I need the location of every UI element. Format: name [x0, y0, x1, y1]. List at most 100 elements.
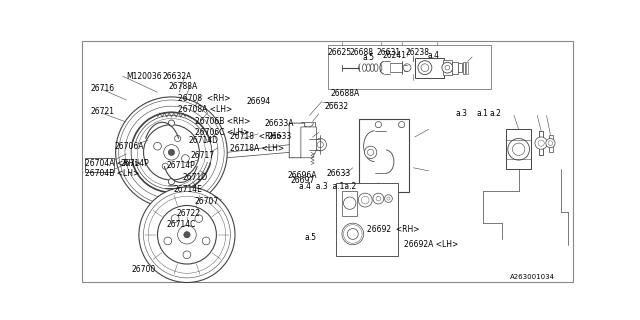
- Bar: [539, 131, 543, 156]
- Text: 26788A: 26788A: [168, 83, 198, 92]
- Circle shape: [131, 112, 212, 192]
- Text: 26707: 26707: [195, 197, 219, 206]
- Text: 26714P: 26714P: [120, 159, 149, 168]
- Bar: [549, 135, 553, 152]
- Circle shape: [548, 141, 553, 145]
- Text: 26697: 26697: [291, 176, 315, 185]
- Circle shape: [385, 195, 392, 203]
- Text: 26714C: 26714C: [167, 220, 196, 229]
- Text: A263001034: A263001034: [510, 274, 555, 280]
- Text: a.4: a.4: [428, 51, 440, 60]
- Circle shape: [344, 197, 356, 209]
- Circle shape: [195, 215, 203, 222]
- Bar: [328, 44, 491, 89]
- Text: a.4  a.3  a.1a.2: a.4 a.3 a.1a.2: [298, 182, 356, 191]
- Circle shape: [445, 65, 450, 70]
- Circle shape: [513, 143, 525, 156]
- Circle shape: [418, 61, 432, 75]
- Text: 26633: 26633: [326, 169, 351, 178]
- Text: 26694: 26694: [246, 97, 271, 106]
- Circle shape: [362, 196, 369, 204]
- Circle shape: [358, 193, 372, 207]
- Circle shape: [168, 120, 175, 126]
- Circle shape: [184, 232, 190, 238]
- Text: 26688A: 26688A: [330, 89, 360, 98]
- Circle shape: [139, 187, 235, 283]
- Bar: [463, 61, 465, 74]
- Text: 26718  <RH>: 26718 <RH>: [230, 132, 283, 141]
- Bar: [342, 191, 358, 215]
- Circle shape: [373, 193, 384, 204]
- Bar: [336, 183, 397, 256]
- Text: 26716: 26716: [91, 84, 115, 93]
- Bar: [359, 119, 410, 192]
- Text: 26714P: 26714P: [167, 161, 196, 170]
- Circle shape: [202, 237, 210, 245]
- Text: 26708  <RH>: 26708 <RH>: [178, 94, 230, 103]
- Circle shape: [546, 139, 555, 148]
- Circle shape: [116, 97, 227, 208]
- Bar: [506, 129, 531, 169]
- Circle shape: [182, 155, 189, 162]
- Bar: [443, 60, 452, 75]
- Text: 26714D: 26714D: [189, 136, 218, 145]
- Circle shape: [348, 228, 358, 239]
- Circle shape: [162, 163, 168, 169]
- Text: 26721: 26721: [91, 107, 115, 116]
- Text: 26632: 26632: [325, 102, 349, 111]
- Bar: [452, 61, 458, 74]
- Text: 26238: 26238: [406, 48, 429, 57]
- Text: 26632A: 26632A: [162, 72, 191, 81]
- Text: 26692  <RH>: 26692 <RH>: [367, 225, 419, 234]
- Circle shape: [387, 197, 390, 200]
- Circle shape: [442, 62, 452, 73]
- Bar: [458, 63, 462, 72]
- Text: 26706A: 26706A: [115, 142, 145, 151]
- Circle shape: [183, 251, 191, 259]
- Text: 26633: 26633: [268, 132, 292, 141]
- Circle shape: [376, 196, 381, 201]
- Circle shape: [535, 137, 547, 149]
- Circle shape: [538, 140, 544, 146]
- Polygon shape: [301, 127, 316, 158]
- Text: 26708A <LH>: 26708A <LH>: [178, 105, 232, 114]
- Circle shape: [399, 122, 404, 128]
- Circle shape: [172, 215, 179, 222]
- Text: 26241: 26241: [382, 51, 406, 60]
- Circle shape: [164, 145, 179, 160]
- Circle shape: [119, 100, 224, 205]
- Text: a.5: a.5: [305, 233, 317, 242]
- Bar: [301, 122, 315, 143]
- Circle shape: [168, 179, 175, 185]
- Text: 2671O: 2671O: [182, 172, 207, 181]
- Text: 26722: 26722: [176, 210, 200, 219]
- Text: 26692A <LH>: 26692A <LH>: [404, 240, 458, 249]
- Circle shape: [367, 149, 374, 156]
- Circle shape: [154, 142, 161, 150]
- Circle shape: [157, 205, 216, 264]
- Text: a.2: a.2: [489, 109, 501, 118]
- Polygon shape: [289, 123, 305, 158]
- Circle shape: [148, 196, 226, 273]
- Circle shape: [168, 149, 175, 156]
- Bar: [415, 58, 444, 78]
- Circle shape: [138, 118, 205, 186]
- Text: 26633A: 26633A: [264, 119, 294, 128]
- Text: 26706C <LH>: 26706C <LH>: [195, 128, 249, 137]
- Text: 26688: 26688: [349, 48, 374, 57]
- Circle shape: [314, 139, 326, 151]
- Text: 26717: 26717: [190, 151, 214, 160]
- Text: 26631: 26631: [376, 48, 400, 57]
- Circle shape: [421, 64, 429, 71]
- Text: 26706B <RH>: 26706B <RH>: [195, 117, 250, 126]
- Circle shape: [125, 106, 218, 198]
- Text: 26714E: 26714E: [173, 185, 202, 194]
- Circle shape: [143, 124, 199, 180]
- Text: 26704A <RH>: 26704A <RH>: [84, 159, 140, 168]
- Bar: [84, 158, 114, 172]
- Bar: [466, 61, 468, 74]
- Circle shape: [317, 141, 323, 148]
- Text: 26718A <LH>: 26718A <LH>: [230, 144, 284, 153]
- Circle shape: [364, 146, 377, 158]
- Text: 26700: 26700: [131, 265, 156, 274]
